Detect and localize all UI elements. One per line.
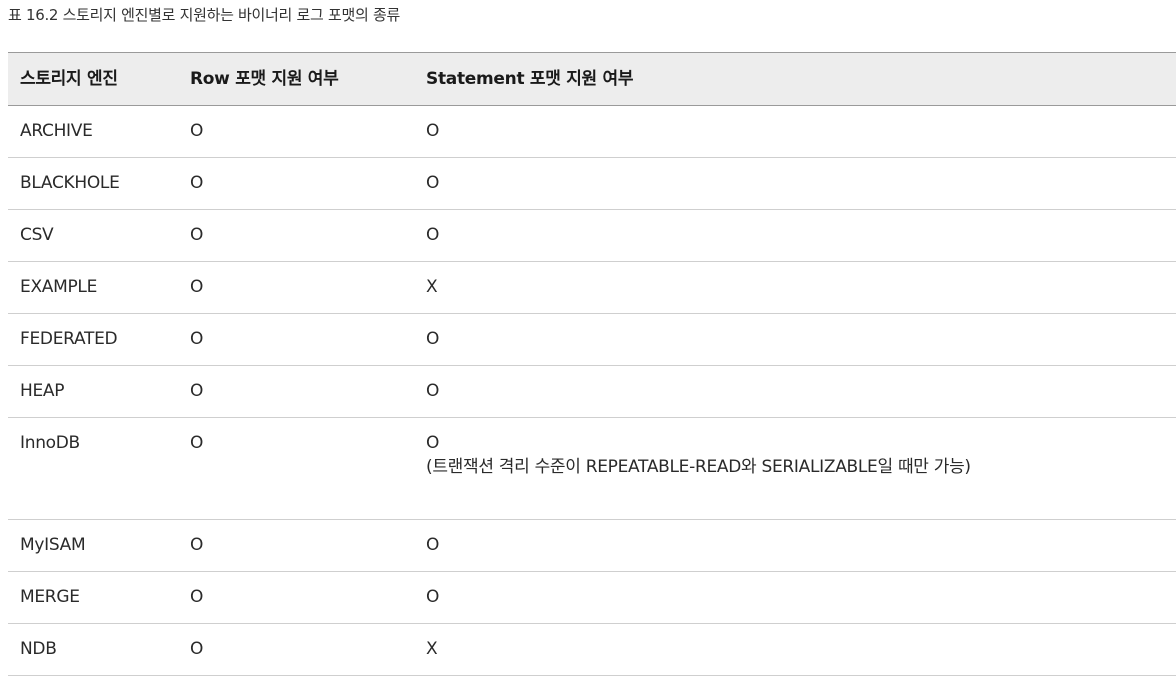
header-row: 스토리지 엔진 Row 포맷 지원 여부 Statement 포맷 지원 여부: [8, 52, 1176, 106]
statement-format-cell: O: [426, 121, 440, 141]
row-format-cell: O: [190, 535, 204, 555]
table-row: EXAMPLE O X: [8, 262, 1176, 314]
engine-cell: BLACKHOLE: [20, 173, 120, 193]
engine-cell: MERGE: [20, 587, 80, 607]
engine-cell: FEDERATED: [20, 329, 118, 349]
engine-cell: InnoDB: [20, 433, 80, 453]
engine-cell: HEAP: [20, 381, 65, 401]
row-format-cell: O: [190, 225, 204, 245]
engine-cell: MyISAM: [20, 535, 86, 555]
table-row: MERGE O O: [8, 572, 1176, 624]
engine-cell: EXAMPLE: [20, 277, 98, 297]
table-row: InnoDB O O (트랜잭션 격리 수준이 REPEATABLE-READ와…: [8, 418, 1176, 520]
row-format-cell: O: [190, 433, 204, 453]
statement-format-cell: X: [426, 639, 438, 659]
row-format-cell: O: [190, 381, 204, 401]
header-row-format-support: Row 포맷 지원 여부: [190, 69, 339, 89]
engine-cell: ARCHIVE: [20, 121, 93, 141]
statement-format-cell: O: [426, 329, 440, 349]
statement-format-cell: O: [426, 225, 440, 245]
engine-cell: NDB: [20, 639, 57, 659]
table-row: MyISAM O O: [8, 520, 1176, 572]
row-format-cell: O: [190, 639, 204, 659]
table-header: 스토리지 엔진 Row 포맷 지원 여부 Statement 포맷 지원 여부: [8, 52, 1176, 106]
table-body: ARCHIVE O O BLACKHOLE O O CSV O O EXAMPL…: [8, 106, 1176, 676]
header-storage-engine: 스토리지 엔진: [20, 69, 118, 89]
statement-format-cell: O (트랜잭션 격리 수준이 REPEATABLE-READ와 SERIALIZ…: [414, 418, 1176, 520]
isolation-level-note: (트랜잭션 격리 수준이 REPEATABLE-READ와 SERIALIZAB…: [426, 457, 971, 477]
row-format-cell: O: [190, 173, 204, 193]
row-format-cell: O: [190, 121, 204, 141]
header-statement-format-support: Statement 포맷 지원 여부: [426, 69, 634, 89]
row-format-cell: O: [190, 329, 204, 349]
row-format-cell: O: [190, 277, 204, 297]
table-row: CSV O O: [8, 210, 1176, 262]
statement-format-cell: O: [426, 381, 440, 401]
table-row: FEDERATED O O: [8, 314, 1176, 366]
statement-format-cell: O: [426, 173, 440, 193]
table-row: HEAP O O: [8, 366, 1176, 418]
row-format-cell: O: [190, 587, 204, 607]
binary-log-format-table: 스토리지 엔진 Row 포맷 지원 여부 Statement 포맷 지원 여부 …: [8, 52, 1176, 676]
statement-format-value: O: [426, 433, 440, 453]
table-caption: 표 16.2 스토리지 엔진별로 지원하는 바이너리 로그 포맷의 종류: [8, 6, 400, 24]
table-row: BLACKHOLE O O: [8, 158, 1176, 210]
table-row: ARCHIVE O O: [8, 106, 1176, 158]
statement-format-cell: X: [426, 277, 438, 297]
engine-cell: CSV: [20, 225, 54, 245]
statement-format-cell: O: [426, 587, 440, 607]
statement-format-cell: O: [426, 535, 440, 555]
table-row: NDB O X: [8, 624, 1176, 676]
